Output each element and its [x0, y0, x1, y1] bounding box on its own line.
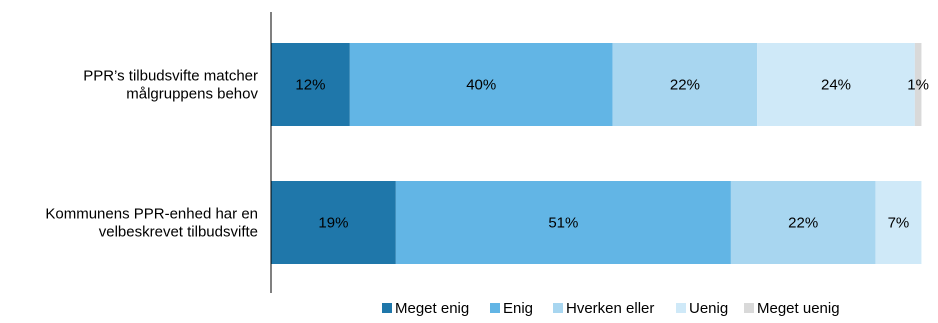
- value-label-2-3: 22%: [788, 215, 818, 232]
- legend-swatch-5: [744, 303, 754, 313]
- legend-label-4: Uenig: [689, 300, 728, 317]
- value-label-2-4: 7%: [888, 215, 910, 232]
- category-label-1: PPR’s tilbudsvifte matcher målgruppens be…: [83, 68, 258, 103]
- legend: Meget enig Enig Hverken eller Uenig Meget ue…: [382, 300, 840, 317]
- value-label-1-2: 40%: [466, 77, 496, 94]
- bars-layer: 12% 40% 22% 24% 1% 19% 51% 22% 7%: [271, 43, 929, 264]
- value-label-1-5: 1%: [907, 77, 929, 94]
- value-label-1-1: 12%: [295, 77, 325, 94]
- bar-segment-2-3: [730, 181, 876, 264]
- legend-swatch-3: [553, 303, 563, 313]
- value-label-2-1: 19%: [318, 215, 348, 232]
- value-label-1-4: 24%: [821, 77, 851, 94]
- legend-swatch-1: [382, 303, 392, 313]
- bar-segment-1-1: [271, 43, 350, 126]
- bar-segment-1-5: [914, 43, 922, 126]
- bar-segment-2-4: [875, 181, 922, 264]
- bar-segment-1-2: [349, 43, 613, 126]
- category-labels: PPR’s tilbudsvifte matcher målgruppens be…: [45, 68, 258, 241]
- bar-segment-2-2: [395, 181, 731, 264]
- bar-segment-2-1: [271, 181, 396, 264]
- value-label-1-3: 22%: [670, 77, 700, 94]
- legend-label-5: Meget uenig: [757, 300, 840, 317]
- legend-swatch-4: [676, 303, 686, 313]
- bar-segment-1-3: [612, 43, 758, 126]
- legend-label-1: Meget enig: [395, 300, 469, 317]
- legend-swatch-2: [490, 303, 500, 313]
- legend-label-3: Hverken eller: [566, 300, 654, 317]
- legend-label-2: Enig: [503, 300, 533, 317]
- category-label-2: Kommunens PPR-enhed har en velbeskrevet t…: [45, 206, 258, 241]
- bar-segment-1-4: [757, 43, 915, 126]
- value-label-2-2: 51%: [548, 215, 578, 232]
